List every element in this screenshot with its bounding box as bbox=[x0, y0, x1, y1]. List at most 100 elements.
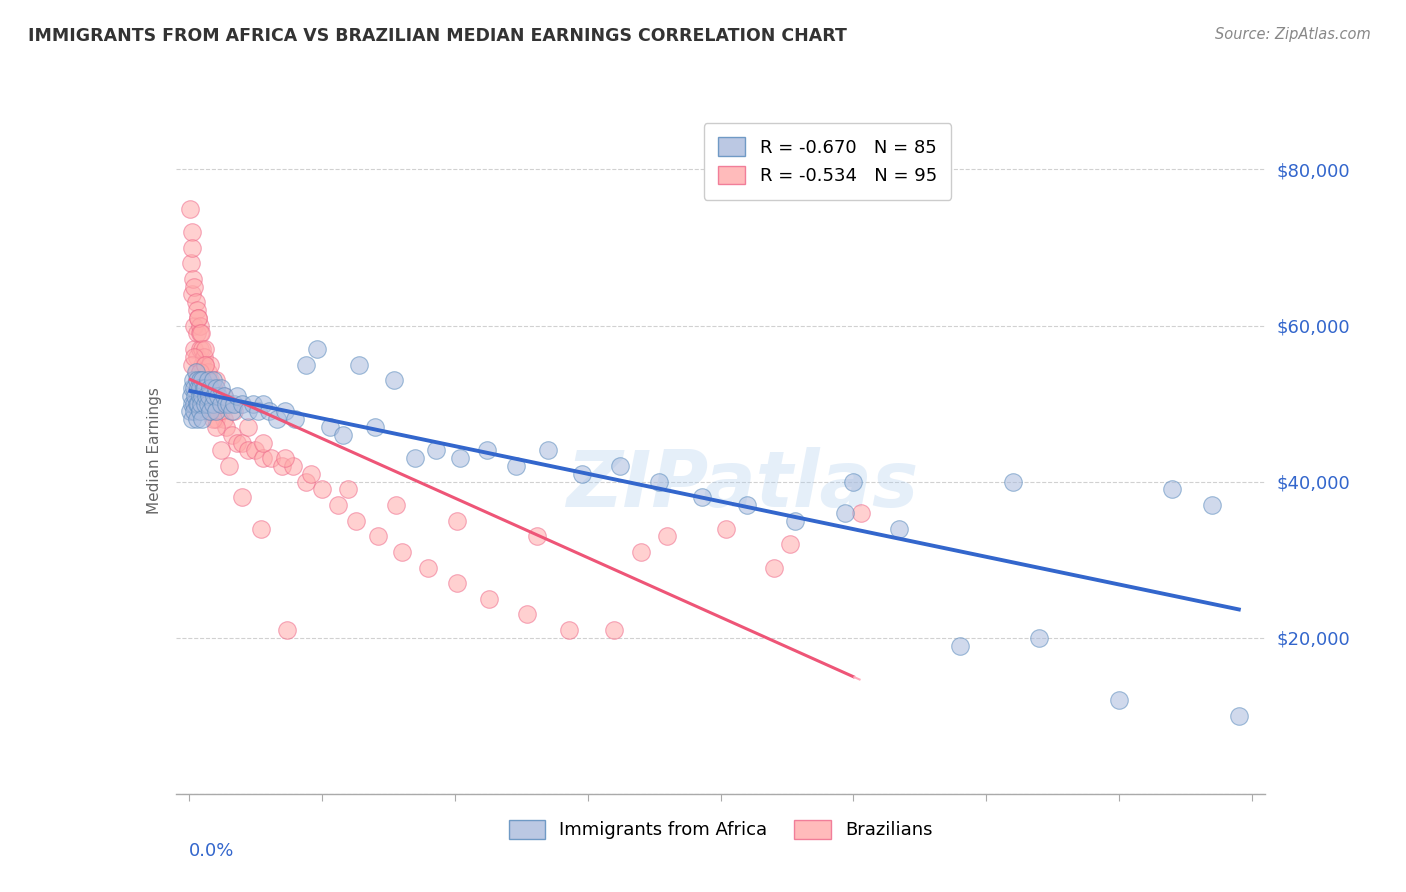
Point bbox=[181, 396, 204, 410]
Point bbox=[225, 389, 247, 403]
Point bbox=[295, 475, 318, 489]
Point bbox=[209, 443, 232, 458]
Point bbox=[418, 560, 440, 574]
Point bbox=[949, 639, 972, 653]
Point bbox=[236, 404, 259, 418]
Point bbox=[284, 412, 307, 426]
Point bbox=[179, 202, 201, 216]
Point bbox=[183, 279, 205, 293]
Point bbox=[194, 358, 217, 372]
Point bbox=[212, 412, 235, 426]
Point bbox=[197, 396, 219, 410]
Point bbox=[337, 483, 360, 497]
Point bbox=[193, 350, 215, 364]
Point bbox=[281, 458, 304, 473]
Y-axis label: Median Earnings: Median Earnings bbox=[146, 387, 162, 514]
Point bbox=[200, 404, 222, 418]
Point bbox=[215, 396, 238, 410]
Point bbox=[186, 412, 208, 426]
Point bbox=[446, 514, 468, 528]
Point bbox=[714, 521, 737, 535]
Point bbox=[225, 435, 247, 450]
Point bbox=[648, 475, 671, 489]
Point bbox=[187, 310, 209, 325]
Point bbox=[249, 521, 271, 535]
Point bbox=[204, 381, 226, 395]
Point bbox=[187, 396, 209, 410]
Point bbox=[1001, 475, 1024, 489]
Point bbox=[188, 381, 211, 395]
Point bbox=[425, 443, 447, 458]
Point bbox=[186, 381, 208, 395]
Point bbox=[266, 412, 288, 426]
Point bbox=[252, 435, 274, 450]
Point bbox=[186, 396, 208, 410]
Text: ZIPatlas: ZIPatlas bbox=[567, 447, 918, 523]
Point bbox=[1201, 498, 1223, 512]
Point bbox=[183, 342, 205, 356]
Point bbox=[180, 225, 202, 239]
Point bbox=[364, 420, 387, 434]
Point bbox=[887, 521, 910, 535]
Point bbox=[762, 560, 785, 574]
Point bbox=[382, 373, 405, 387]
Point bbox=[1028, 631, 1050, 645]
Point bbox=[404, 451, 426, 466]
Point bbox=[212, 389, 235, 403]
Point bbox=[180, 381, 202, 395]
Point bbox=[183, 350, 205, 364]
Point bbox=[188, 389, 211, 403]
Point bbox=[191, 381, 214, 395]
Point bbox=[201, 404, 224, 418]
Point bbox=[204, 389, 226, 403]
Point bbox=[245, 443, 267, 458]
Point bbox=[385, 498, 408, 512]
Point bbox=[194, 342, 217, 356]
Point bbox=[212, 389, 235, 403]
Point bbox=[252, 451, 274, 466]
Point bbox=[446, 576, 468, 591]
Point bbox=[218, 458, 240, 473]
Point bbox=[187, 310, 209, 325]
Point bbox=[257, 404, 280, 418]
Point bbox=[247, 404, 270, 418]
Point bbox=[215, 420, 238, 434]
Point bbox=[186, 350, 208, 364]
Point bbox=[571, 467, 593, 481]
Point bbox=[367, 529, 389, 543]
Point bbox=[558, 623, 581, 637]
Point bbox=[191, 358, 214, 372]
Point bbox=[198, 389, 221, 403]
Point bbox=[188, 404, 211, 418]
Point bbox=[194, 396, 217, 410]
Point bbox=[190, 326, 212, 341]
Point bbox=[224, 396, 246, 410]
Point bbox=[181, 373, 204, 387]
Point bbox=[197, 366, 219, 380]
Point bbox=[630, 545, 652, 559]
Point bbox=[218, 396, 240, 410]
Point bbox=[197, 389, 219, 403]
Point bbox=[478, 591, 501, 606]
Point bbox=[183, 396, 205, 410]
Point bbox=[242, 396, 264, 410]
Point bbox=[231, 435, 253, 450]
Point bbox=[475, 443, 498, 458]
Point bbox=[188, 342, 211, 356]
Point bbox=[690, 490, 713, 504]
Point bbox=[184, 366, 207, 380]
Point bbox=[197, 389, 219, 403]
Point bbox=[184, 389, 207, 403]
Point bbox=[179, 404, 201, 418]
Point bbox=[181, 240, 204, 255]
Point bbox=[609, 458, 631, 473]
Point bbox=[204, 412, 226, 426]
Point bbox=[537, 443, 560, 458]
Point bbox=[347, 358, 370, 372]
Point bbox=[842, 475, 865, 489]
Point bbox=[311, 483, 333, 497]
Point bbox=[186, 373, 208, 387]
Point bbox=[180, 389, 202, 403]
Point bbox=[191, 373, 214, 387]
Legend: Immigrants from Africa, Brazilians: Immigrants from Africa, Brazilians bbox=[502, 813, 939, 847]
